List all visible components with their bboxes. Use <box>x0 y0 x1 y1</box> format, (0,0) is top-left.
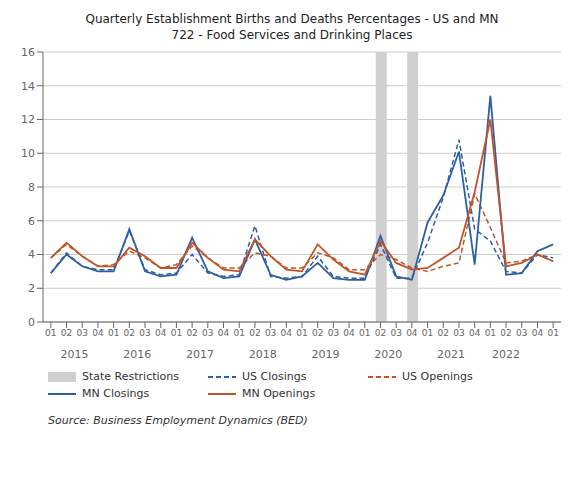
svg-text:2: 2 <box>28 282 35 295</box>
svg-text:04: 04 <box>155 328 167 338</box>
html-text:US Closings: US Closings <box>242 370 307 383</box>
svg-text:03: 03 <box>265 328 276 338</box>
svg-text:04: 04 <box>92 328 104 338</box>
svg-text:01: 01 <box>108 328 119 338</box>
svg-text:03: 03 <box>328 328 339 338</box>
svg-text:01: 01 <box>296 328 307 338</box>
svg-text:2018: 2018 <box>249 348 277 361</box>
html-text:722 - Food Services and Drinki: 722 - Food Services and Drinking Places <box>171 28 413 42</box>
svg-text:02: 02 <box>500 328 511 338</box>
svg-text:01: 01 <box>171 328 182 338</box>
html-text:US Openings: US Openings <box>402 370 473 383</box>
svg-text:01: 01 <box>233 328 244 338</box>
svg-text:03: 03 <box>453 328 464 338</box>
svg-text:2021: 2021 <box>437 348 465 361</box>
svg-text:14: 14 <box>21 80 35 93</box>
svg-text:16: 16 <box>21 46 35 59</box>
svg-text:02: 02 <box>312 328 323 338</box>
svg-text:01: 01 <box>547 328 558 338</box>
html-text:State Restrictions: State Restrictions <box>82 370 179 383</box>
svg-text:03: 03 <box>202 328 213 338</box>
svg-text:2015: 2015 <box>60 348 88 361</box>
svg-text:04: 04 <box>343 328 355 338</box>
svg-text:04: 04 <box>281 328 293 338</box>
svg-text:02: 02 <box>438 328 449 338</box>
svg-text:6: 6 <box>28 215 35 228</box>
html-text:MN Closings: MN Closings <box>82 387 150 400</box>
svg-text:04: 04 <box>469 328 481 338</box>
svg-text:01: 01 <box>422 328 433 338</box>
svg-text:02: 02 <box>61 328 72 338</box>
svg-text:04: 04 <box>532 328 544 338</box>
svg-text:2022: 2022 <box>492 348 520 361</box>
svg-text:12: 12 <box>21 113 35 126</box>
svg-text:02: 02 <box>186 328 197 338</box>
svg-text:2019: 2019 <box>312 348 340 361</box>
html-text:Source: Business Employment Dy: Source: Business Employment Dynamics (BE… <box>48 414 308 427</box>
html-text:Quarterly Establishment Births: Quarterly Establishment Births and Death… <box>85 12 499 26</box>
svg-text:0: 0 <box>28 316 35 329</box>
svg-text:03: 03 <box>390 328 401 338</box>
svg-text:01: 01 <box>359 328 370 338</box>
svg-text:02: 02 <box>124 328 135 338</box>
svg-text:2016: 2016 <box>123 348 151 361</box>
svg-text:10: 10 <box>21 147 35 160</box>
svg-text:4: 4 <box>28 248 35 261</box>
svg-text:2017: 2017 <box>186 348 214 361</box>
svg-text:02: 02 <box>375 328 386 338</box>
svg-text:04: 04 <box>218 328 230 338</box>
svg-text:03: 03 <box>77 328 88 338</box>
html-text:MN Openings: MN Openings <box>242 387 316 400</box>
svg-text:2020: 2020 <box>374 348 402 361</box>
svg-text:02: 02 <box>249 328 260 338</box>
svg-text:04: 04 <box>406 328 418 338</box>
svg-text:03: 03 <box>139 328 150 338</box>
svg-text:8: 8 <box>28 181 35 194</box>
svg-text:01: 01 <box>485 328 496 338</box>
svg-text:01: 01 <box>45 328 56 338</box>
svg-text:03: 03 <box>516 328 527 338</box>
